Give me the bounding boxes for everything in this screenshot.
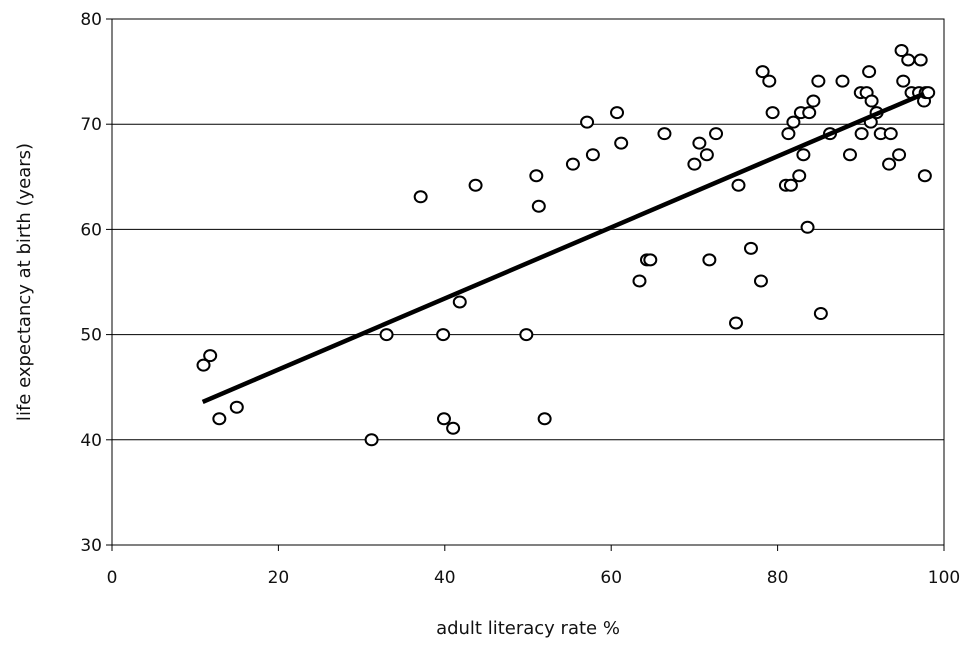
y-tick-label: 40 bbox=[80, 431, 102, 451]
x-tick-label: 100 bbox=[928, 568, 960, 588]
data-point bbox=[643, 253, 658, 267]
y-tick-label: 30 bbox=[80, 536, 102, 556]
data-point bbox=[862, 65, 877, 79]
data-point bbox=[614, 136, 629, 150]
data-point bbox=[519, 328, 534, 342]
data-point bbox=[854, 127, 869, 141]
data-point bbox=[762, 74, 777, 88]
data-point bbox=[813, 307, 828, 321]
data-point bbox=[702, 253, 717, 267]
data-point bbox=[364, 433, 379, 447]
trendline-group bbox=[201, 91, 925, 404]
data-point bbox=[657, 127, 672, 141]
data-point bbox=[531, 199, 546, 213]
data-point bbox=[436, 412, 451, 426]
y-tick-label: 70 bbox=[80, 115, 102, 135]
x-axis-title: adult literacy rate % bbox=[436, 618, 620, 639]
data-point bbox=[537, 412, 552, 426]
data-point bbox=[755, 65, 770, 79]
x-tick-label: 40 bbox=[434, 568, 456, 588]
y-axis-ticks: 30 40 50 60 70 80 bbox=[80, 10, 112, 556]
y-tick-label: 60 bbox=[80, 220, 102, 240]
data-point bbox=[765, 106, 780, 120]
data-point bbox=[913, 53, 928, 67]
data-point bbox=[892, 148, 907, 162]
y-tick-label: 80 bbox=[80, 10, 102, 30]
data-point bbox=[921, 86, 936, 100]
data-point bbox=[196, 358, 211, 372]
x-tick-label: 80 bbox=[767, 568, 789, 588]
data-point bbox=[894, 44, 909, 58]
data-point bbox=[835, 74, 850, 88]
data-point bbox=[842, 148, 857, 162]
data-point bbox=[802, 106, 817, 120]
data-point bbox=[864, 94, 879, 108]
data-point bbox=[468, 178, 483, 192]
data-point bbox=[212, 412, 227, 426]
data-point bbox=[610, 106, 625, 120]
x-tick-label: 20 bbox=[268, 568, 290, 588]
data-point bbox=[565, 157, 580, 171]
data-point bbox=[811, 74, 826, 88]
data-point bbox=[806, 94, 821, 108]
data-point bbox=[800, 220, 815, 234]
data-point bbox=[580, 115, 595, 129]
data-point bbox=[786, 115, 801, 129]
data-point bbox=[896, 74, 911, 88]
data-point bbox=[413, 190, 428, 204]
data-point bbox=[883, 127, 898, 141]
data-point bbox=[687, 157, 702, 171]
axes bbox=[111, 18, 945, 546]
data-point bbox=[917, 169, 932, 183]
data-point bbox=[753, 274, 768, 288]
data-point bbox=[901, 53, 916, 67]
data-point bbox=[729, 316, 743, 330]
y-axis-title: life expectancy at birth (years) bbox=[14, 143, 35, 421]
plot-area-frame bbox=[111, 18, 945, 546]
data-point bbox=[585, 148, 600, 162]
data-point bbox=[699, 148, 714, 162]
data-point bbox=[436, 328, 451, 342]
data-point bbox=[446, 421, 461, 435]
data-point bbox=[731, 178, 746, 192]
data-point bbox=[743, 241, 758, 255]
data-point bbox=[529, 169, 544, 183]
data-point bbox=[709, 127, 724, 141]
x-axis-ticks: 0 20 40 60 80 100 bbox=[107, 545, 960, 588]
data-point bbox=[229, 400, 244, 414]
data-point bbox=[379, 328, 394, 342]
data-point bbox=[796, 148, 811, 162]
x-tick-label: 60 bbox=[600, 568, 622, 588]
x-tick-label: 0 bbox=[107, 568, 118, 588]
data-point bbox=[692, 136, 707, 150]
data-point bbox=[781, 127, 796, 141]
y-tick-label: 50 bbox=[80, 326, 102, 346]
data-point bbox=[783, 178, 798, 192]
data-point bbox=[882, 157, 897, 171]
data-point bbox=[203, 349, 218, 363]
data-point bbox=[792, 169, 807, 183]
data-point bbox=[452, 295, 467, 309]
trendline bbox=[201, 91, 925, 404]
data-point bbox=[632, 274, 647, 288]
